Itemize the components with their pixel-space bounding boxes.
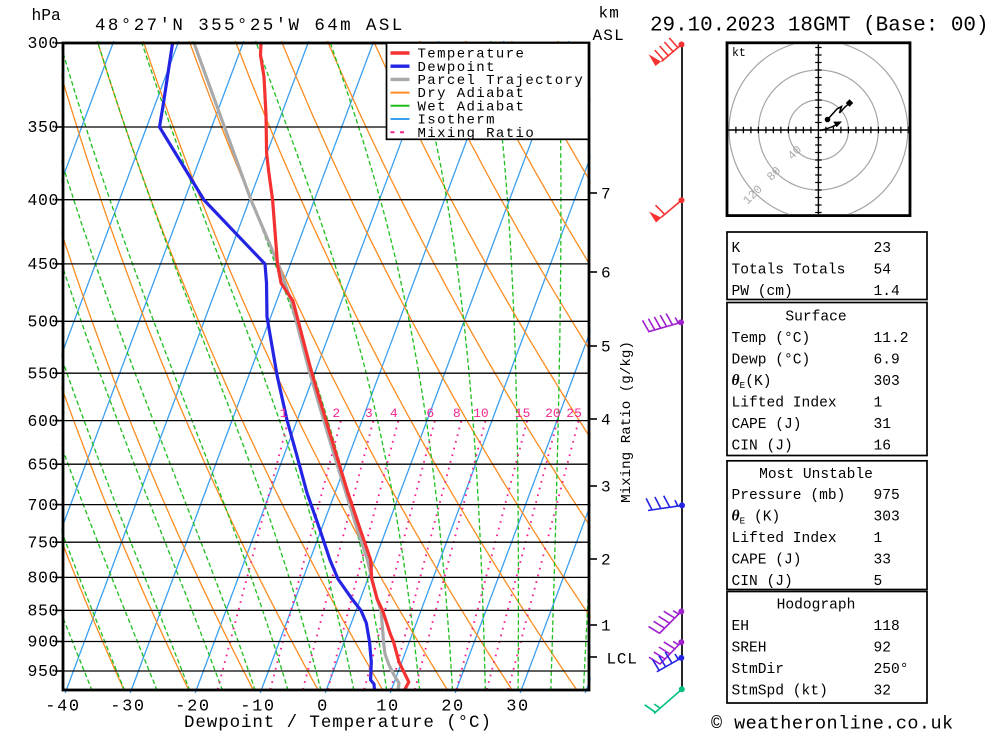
svg-text:3: 3	[601, 478, 611, 496]
svg-text:950: 950	[27, 662, 59, 681]
svg-text:1: 1	[874, 531, 883, 547]
svg-text:303: 303	[874, 510, 900, 526]
svg-text:Dewp (°C): Dewp (°C)	[732, 353, 811, 369]
svg-text:θE(K): θE(K)	[732, 372, 772, 391]
svg-text:29.10.2023 18GMT (Base: 00): 29.10.2023 18GMT (Base: 00)	[650, 15, 988, 38]
svg-text:850: 850	[27, 602, 59, 621]
svg-text:Dewpoint: Dewpoint	[418, 60, 496, 76]
svg-text:975: 975	[874, 488, 900, 504]
svg-text:10: 10	[376, 698, 400, 717]
svg-text:Dry Adiabat: Dry Adiabat	[418, 86, 526, 102]
svg-text:K: K	[732, 241, 741, 257]
svg-text:Surface: Surface	[785, 309, 846, 325]
svg-text:1: 1	[280, 406, 288, 421]
svg-text:900: 900	[27, 633, 59, 652]
svg-text:2: 2	[601, 551, 611, 569]
svg-text:250°: 250°	[874, 662, 909, 678]
svg-text:20: 20	[545, 406, 561, 421]
svg-text:20: 20	[441, 698, 465, 717]
svg-text:EH: EH	[732, 619, 750, 635]
svg-text:Mixing Ratio: Mixing Ratio	[418, 126, 536, 142]
svg-text:7: 7	[601, 185, 611, 203]
svg-text:hPa: hPa	[32, 6, 62, 25]
svg-text:400: 400	[27, 191, 59, 210]
svg-text:500: 500	[27, 313, 59, 332]
svg-text:Pressure (mb): Pressure (mb)	[732, 488, 846, 504]
svg-text:Mixing Ratio (g/kg): Mixing Ratio (g/kg)	[619, 341, 635, 503]
svg-text:Temperature: Temperature	[418, 47, 526, 63]
svg-text:700: 700	[27, 496, 59, 515]
svg-text:SREH: SREH	[732, 641, 767, 657]
svg-text:8: 8	[453, 406, 461, 421]
svg-text:1: 1	[874, 396, 883, 412]
svg-text:6: 6	[426, 406, 434, 421]
svg-text:LCL: LCL	[607, 651, 638, 669]
svg-text:11.2: 11.2	[874, 331, 909, 347]
svg-text:θE (K): θE (K)	[732, 508, 781, 527]
svg-text:450: 450	[27, 255, 59, 274]
svg-text:kt: kt	[732, 47, 746, 60]
svg-text:650: 650	[27, 455, 59, 474]
svg-text:5: 5	[601, 338, 611, 356]
svg-text:48°27'N 355°25'W 64m ASL: 48°27'N 355°25'W 64m ASL	[95, 16, 405, 36]
svg-text:StmSpd (kt): StmSpd (kt)	[732, 684, 828, 700]
svg-text:Temp (°C): Temp (°C)	[732, 331, 811, 347]
svg-text:Lifted Index: Lifted Index	[732, 396, 837, 412]
svg-text:0: 0	[317, 698, 329, 717]
svg-text:CAPE (J): CAPE (J)	[732, 553, 802, 569]
svg-text:1: 1	[601, 617, 611, 635]
svg-text:23: 23	[874, 241, 892, 257]
svg-text:30: 30	[506, 698, 530, 717]
svg-text:31: 31	[874, 417, 892, 433]
svg-text:Lifted Index: Lifted Index	[732, 531, 837, 547]
svg-text:303: 303	[874, 374, 900, 390]
svg-text:54: 54	[874, 263, 892, 279]
svg-text:15: 15	[515, 406, 531, 421]
svg-text:Isotherm: Isotherm	[418, 113, 496, 129]
svg-text:-30: -30	[110, 698, 145, 717]
svg-text:Most Unstable: Most Unstable	[759, 467, 873, 483]
svg-text:16: 16	[874, 439, 892, 455]
svg-text:2: 2	[332, 406, 340, 421]
svg-text:25: 25	[566, 406, 582, 421]
svg-text:118: 118	[874, 619, 900, 635]
svg-text:300: 300	[27, 34, 59, 53]
svg-text:33: 33	[874, 553, 892, 569]
svg-text:750: 750	[27, 533, 59, 552]
svg-text:km: km	[599, 5, 621, 23]
svg-text:© weatheronline.co.uk: © weatheronline.co.uk	[711, 714, 954, 733]
svg-text:600: 600	[27, 412, 59, 431]
svg-text:800: 800	[27, 569, 59, 588]
svg-text:CAPE (J): CAPE (J)	[732, 417, 802, 433]
svg-text:Parcel Trajectory: Parcel Trajectory	[418, 73, 585, 89]
svg-text:StmDir: StmDir	[732, 662, 785, 678]
svg-text:4: 4	[601, 411, 611, 429]
svg-text:5: 5	[874, 574, 883, 590]
svg-text:32: 32	[874, 684, 892, 700]
svg-text:-10: -10	[240, 698, 275, 717]
svg-text:4: 4	[390, 406, 398, 421]
svg-text:Dewpoint / Temperature (°C): Dewpoint / Temperature (°C)	[184, 713, 492, 733]
svg-text:6: 6	[601, 264, 611, 282]
svg-text:CIN (J): CIN (J)	[732, 439, 793, 455]
svg-text:Wet Adiabat: Wet Adiabat	[418, 99, 526, 115]
svg-text:550: 550	[27, 364, 59, 383]
svg-text:CIN (J): CIN (J)	[732, 574, 793, 590]
svg-text:Totals Totals: Totals Totals	[732, 263, 846, 279]
svg-text:-20: -20	[175, 698, 210, 717]
svg-text:350: 350	[27, 118, 59, 137]
svg-text:ASL: ASL	[593, 27, 625, 45]
svg-text:6.9: 6.9	[874, 353, 900, 369]
svg-text:92: 92	[874, 641, 892, 657]
svg-text:1.4: 1.4	[874, 284, 901, 300]
svg-text:3: 3	[365, 406, 373, 421]
svg-text:-40: -40	[45, 698, 80, 717]
svg-text:10: 10	[473, 406, 489, 421]
svg-text:Hodograph: Hodograph	[777, 598, 856, 614]
svg-text:PW (cm): PW (cm)	[732, 284, 793, 300]
